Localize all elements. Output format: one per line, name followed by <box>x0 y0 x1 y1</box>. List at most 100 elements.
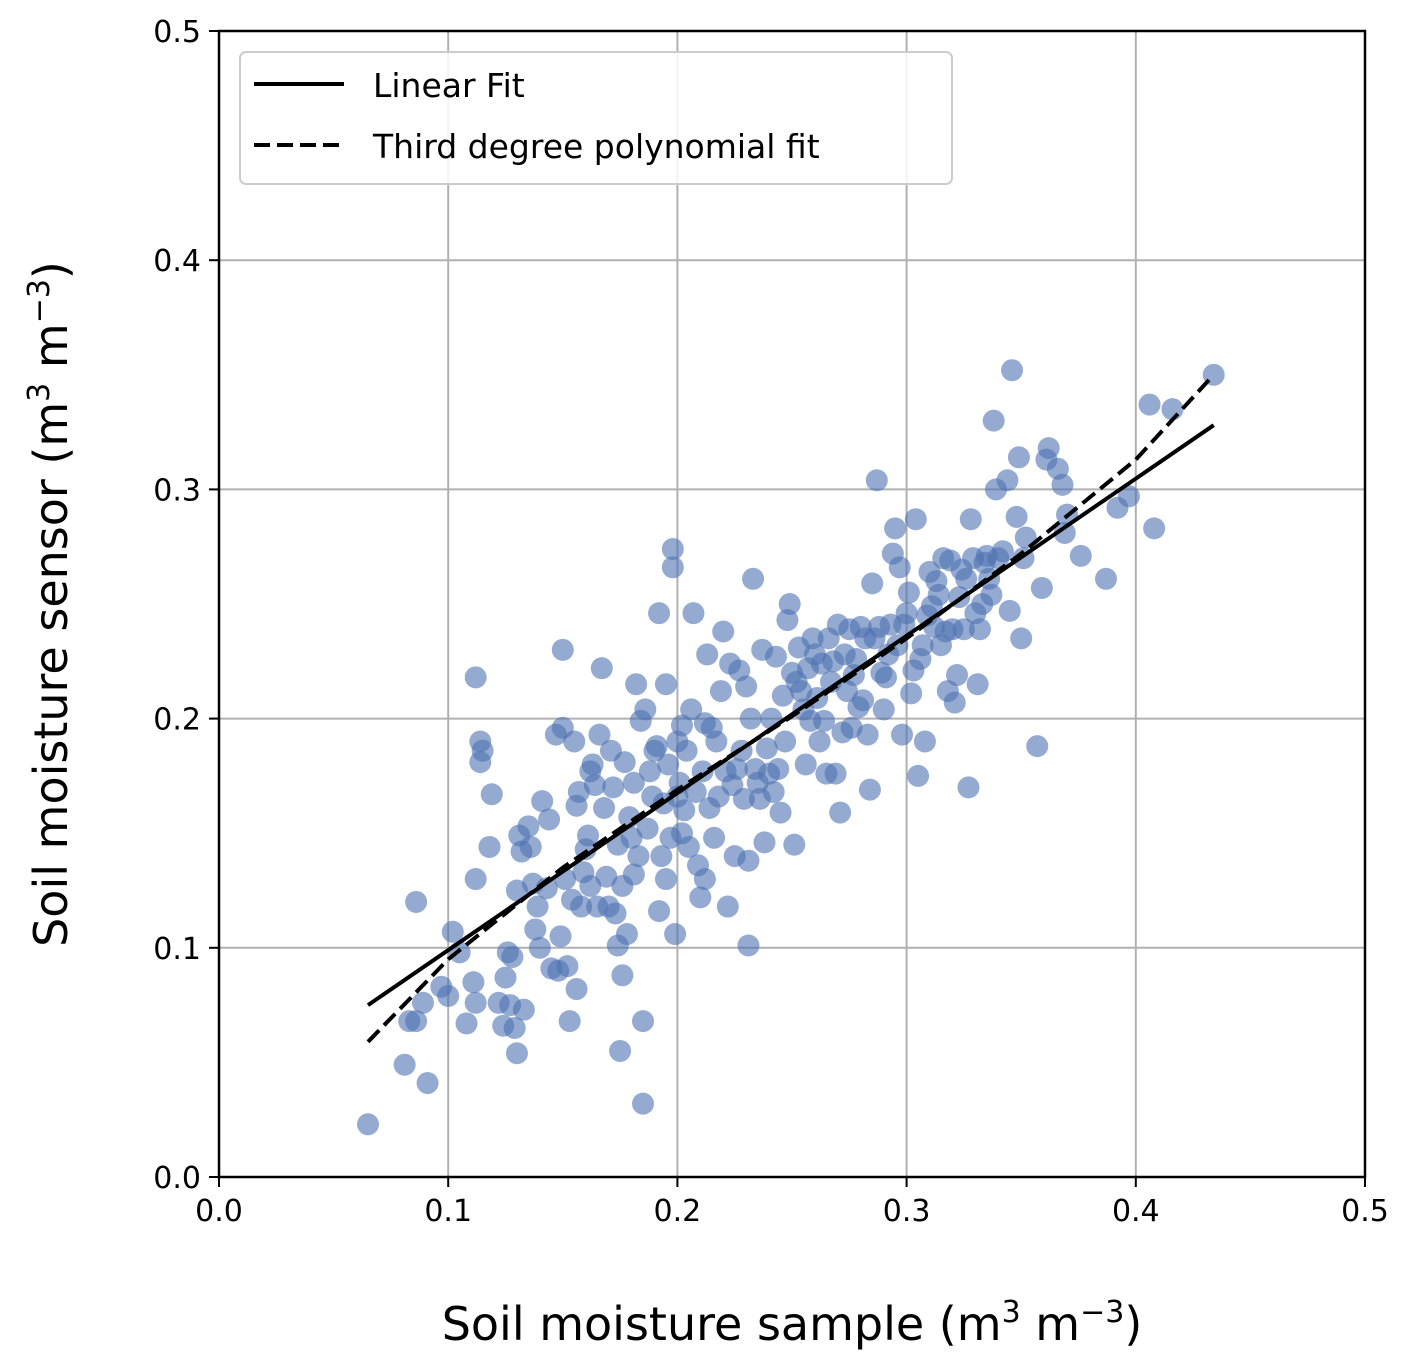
scatter-point <box>416 1072 439 1095</box>
scatter-point <box>755 737 778 760</box>
scatter-point <box>980 583 1003 606</box>
scatter-point <box>957 776 980 799</box>
y-tick-label: 0.0 <box>153 1161 201 1196</box>
scatter-point <box>716 895 739 918</box>
scatter-point <box>565 978 588 1001</box>
scatter-point <box>895 602 918 625</box>
scatter-point <box>1053 521 1076 544</box>
scatter-point <box>638 760 661 783</box>
scatter-point <box>551 638 574 661</box>
scatter-point <box>764 645 787 668</box>
scatter-point <box>955 567 978 590</box>
scatter-point <box>437 984 460 1007</box>
scatter-point <box>911 634 934 657</box>
scatter-point <box>549 925 572 948</box>
scatter-point <box>528 936 551 959</box>
legend-linear-fit-label: Linear Fit <box>373 66 525 105</box>
x-tick-label: 0.0 <box>195 1194 243 1229</box>
scatter-point <box>393 1053 416 1076</box>
scatter-point <box>583 774 606 797</box>
scatter-point <box>943 691 966 714</box>
scatter-point <box>998 599 1021 622</box>
scatter-points <box>356 359 1225 1136</box>
scatter-point <box>471 739 494 762</box>
scatter-point <box>952 618 975 641</box>
scatter-point <box>632 1010 655 1033</box>
scatter-point <box>996 469 1019 492</box>
polynomial-fit-line <box>366 373 1216 1044</box>
y-tick-label: 0.4 <box>153 244 201 279</box>
scatter-point <box>356 1113 379 1136</box>
y-tick-label: 0.5 <box>153 15 201 50</box>
scatter-point <box>615 923 638 946</box>
scatter-point <box>913 730 936 753</box>
scatter-point <box>531 790 554 813</box>
scatter-point <box>767 758 790 781</box>
scatter-point <box>829 801 852 824</box>
scatter-point <box>891 723 914 746</box>
scatter-point <box>1030 576 1053 599</box>
scatter-point <box>661 556 684 579</box>
scatter-point <box>762 780 785 803</box>
scatter-point <box>725 758 748 781</box>
scatter-point <box>696 643 719 666</box>
scatter-point <box>927 583 950 606</box>
scatter-point <box>526 895 549 918</box>
scatter-point <box>753 831 776 854</box>
scatter-point <box>861 572 884 595</box>
scatter-point <box>737 934 760 957</box>
scatter-point <box>604 902 627 925</box>
scatter-point <box>1069 544 1092 567</box>
scatter-point <box>732 787 755 810</box>
scatter-point <box>680 698 703 721</box>
legend-polynomial-fit-label: Third degree polynomial fit <box>372 127 820 166</box>
scatter-point <box>464 991 487 1014</box>
scatter-point <box>405 890 428 913</box>
scatter-point <box>808 730 831 753</box>
scatter-point <box>1007 446 1030 469</box>
scatter-point <box>1005 505 1028 528</box>
scatter-point <box>654 673 677 696</box>
scatter-point <box>783 833 806 856</box>
scatter-point <box>654 868 677 891</box>
scatter-point <box>620 826 643 849</box>
scatter-point <box>824 762 847 785</box>
scatter-point <box>593 796 616 819</box>
scatter-point <box>570 895 593 918</box>
scatter-point <box>703 826 726 849</box>
scatter-point <box>904 508 927 531</box>
scatter-point <box>611 964 634 987</box>
scatter-point <box>563 730 586 753</box>
scatter-point <box>464 666 487 689</box>
scatter-point <box>682 602 705 625</box>
scatter-point <box>657 753 680 776</box>
scatter-point <box>907 764 930 787</box>
scatter-point <box>1051 473 1074 496</box>
scatter-point <box>900 682 923 705</box>
scatter-point <box>661 537 684 560</box>
scatter-point <box>590 657 613 680</box>
scatter-point <box>852 689 875 712</box>
scatter-point <box>709 680 732 703</box>
scatter-point <box>1138 393 1161 416</box>
scatter-point <box>632 1092 655 1115</box>
scatter-point <box>1001 359 1024 382</box>
scatter-point <box>602 776 625 799</box>
scatter-point <box>801 627 824 650</box>
scatter-point <box>622 863 645 886</box>
scatter-point <box>577 824 600 847</box>
scatter-point <box>959 508 982 531</box>
scatter-point <box>769 801 792 824</box>
scatter-point <box>677 835 700 858</box>
scatter-point <box>411 991 434 1014</box>
scatter-point <box>556 955 579 978</box>
y-tick-label: 0.1 <box>153 932 201 967</box>
scatter-point <box>636 817 659 840</box>
scatter-point <box>675 739 698 762</box>
scatter-point <box>480 783 503 806</box>
scatter-point <box>670 714 693 737</box>
x-tick-label: 0.3 <box>883 1194 931 1229</box>
scatter-point <box>648 900 671 923</box>
